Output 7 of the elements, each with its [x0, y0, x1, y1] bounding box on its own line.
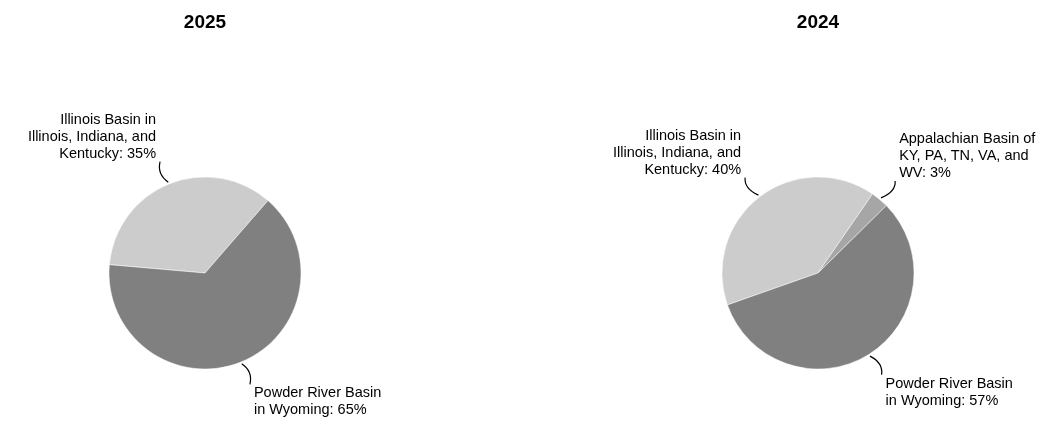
slice-label: Powder River Basin in Wyoming: 65%: [253, 384, 382, 418]
slice-label: Illinois Basin in Illinois, Indiana, and Kentucky: 40%: [612, 126, 742, 177]
slice-label: Appalachian Basin of KY, PA, TN, VA, and WV: 3%: [899, 130, 1037, 181]
chart-title: 2024: [796, 11, 840, 32]
slice-label: Powder River Basin in Wyoming: 57%: [885, 374, 1013, 408]
chart-title: 2025: [183, 11, 227, 32]
slice-label: Illinois Basin in Illinois, Indiana, and Kentucky: 35%: [27, 110, 157, 161]
